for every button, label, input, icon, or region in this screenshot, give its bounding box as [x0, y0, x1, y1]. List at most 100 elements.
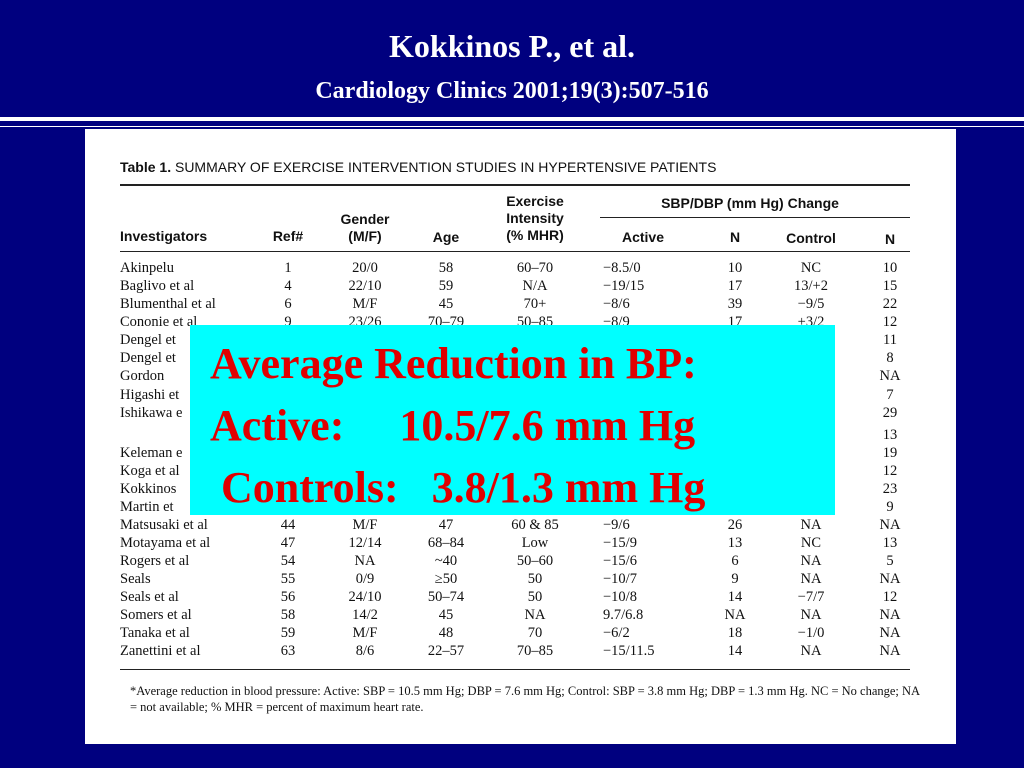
- control-n-cell: 7: [886, 387, 894, 403]
- control-n-cell: NA: [879, 571, 901, 587]
- gender-cell: 14/2: [352, 607, 378, 623]
- table-row: Ishikawa e 29: [85, 404, 956, 422]
- investigator-cell: Koga et al: [120, 463, 180, 479]
- control-n-cell: NA: [879, 368, 901, 384]
- ref-cell: 1: [284, 260, 292, 276]
- active-change-cell: −15/9: [603, 535, 637, 551]
- table-row: Baglivo et al 4 22/10 59 N/A −19/15 17 13/+2 15: [85, 277, 956, 295]
- investigator-cell: Higashi et: [120, 387, 180, 403]
- table-row: Akinpelu 1 20/0 58 60–70 −8.5/0 10 NC 10: [85, 259, 956, 277]
- ref-cell: 63: [280, 643, 296, 659]
- control-change-cell: NC: [800, 535, 822, 551]
- control-n-cell: 23: [882, 481, 898, 497]
- exercise-cell: 60–70: [516, 260, 554, 276]
- active-change-cell: −8.5/0: [603, 260, 641, 276]
- table-row: Keleman e 19: [85, 444, 956, 462]
- active-n-cell: 6: [731, 553, 739, 569]
- active-change-cell: −15/6: [603, 553, 637, 569]
- table-row: Somers et al 58 14/2 45 NA 9.7/6.8 NA NA NA: [85, 606, 956, 624]
- gender-cell: 0/9: [355, 571, 375, 587]
- investigator-cell: Gordon: [120, 368, 165, 384]
- table-label: Table 1.: [120, 159, 172, 175]
- investigator-cell: Seals et al: [120, 589, 179, 605]
- gender-cell: 24/10: [348, 589, 382, 605]
- age-cell: 50–74: [427, 589, 465, 605]
- age-cell: ~40: [434, 553, 458, 569]
- control-n-cell: NA: [879, 625, 901, 641]
- control-n-cell: 8: [886, 350, 894, 366]
- active-n-cell: 39: [727, 296, 743, 312]
- control-n-cell: 12: [882, 589, 898, 605]
- ref-cell: 6: [284, 296, 292, 312]
- active-change-cell: −9/6: [603, 517, 630, 533]
- active-change-cell: −6/2: [603, 625, 630, 641]
- age-cell: 45: [438, 607, 454, 623]
- age-cell: 45: [438, 296, 454, 312]
- control-n-cell: 22: [882, 296, 898, 312]
- investigator-cell: Tanaka et al: [120, 625, 190, 641]
- header-age: Age: [432, 229, 460, 245]
- active-n-cell: NA: [724, 607, 746, 623]
- investigator-cell: Seals: [120, 571, 151, 587]
- header-n-control: N: [884, 231, 896, 247]
- header-gender: Gender (M/F): [340, 211, 390, 244]
- table-row: Koga et al 12: [85, 462, 956, 480]
- control-n-cell: 13: [882, 427, 898, 443]
- gender-cell: M/F: [352, 625, 378, 641]
- exercise-cell: Low: [521, 535, 549, 551]
- table-row: Motayama et al 47 12/14 68–84 Low −15/9 13 NC 13: [85, 534, 956, 552]
- table-row: Tanaka et al 59 M/F 48 70 −6/2 18 −1/0 NA: [85, 624, 956, 642]
- table-caption: Table 1. SUMMARY OF EXERCISE INTERVENTIO…: [120, 159, 716, 175]
- ref-cell: 59: [280, 625, 296, 641]
- table-top-rule: [120, 184, 910, 186]
- control-change-cell: −9/5: [797, 296, 825, 312]
- table-row: 13: [85, 426, 956, 444]
- control-change-cell: 13/+2: [794, 278, 828, 294]
- table-row: Rogers et al 54 NA ~40 50–60 −15/6 6 NA 5: [85, 552, 956, 570]
- header-bottom-rule: [120, 251, 910, 252]
- exercise-cell: NA: [524, 607, 546, 623]
- table-row: Blumenthal et al 6 M/F 45 70+ −8/6 39 −9/5 22: [85, 295, 956, 313]
- investigator-cell: Motayama et al: [120, 535, 211, 551]
- active-n-cell: 13: [727, 535, 743, 551]
- control-n-cell: 12: [882, 463, 898, 479]
- investigator-cell: Matsusaki et al: [120, 517, 208, 533]
- table-caption-text: SUMMARY OF EXERCISE INTERVENTION STUDIES…: [174, 159, 717, 175]
- control-n-cell: NA: [879, 517, 901, 533]
- investigator-cell: Kokkinos: [120, 481, 177, 497]
- ref-cell: 55: [280, 571, 296, 587]
- investigator-cell: Dengel et: [120, 350, 176, 366]
- control-change-cell: NA: [800, 643, 822, 659]
- header-n-active: N: [729, 229, 741, 245]
- age-cell: 48: [438, 625, 454, 641]
- table-row: Matsusaki et al 44 M/F 47 60 & 85 −9/6 26 NA NA: [85, 516, 956, 534]
- control-n-cell: 15: [882, 278, 898, 294]
- table-row: Kokkinos 23: [85, 480, 956, 498]
- ref-cell: 9: [284, 314, 292, 330]
- control-n-cell: 12: [882, 314, 898, 330]
- active-change-cell: −15/11.5: [603, 643, 655, 659]
- gender-cell: M/F: [352, 296, 378, 312]
- table-row: Higashi et 7: [85, 386, 956, 404]
- gender-cell: 12/14: [348, 535, 382, 551]
- header-change-group: SBP/DBP (mm Hg) Change: [661, 195, 839, 211]
- exercise-cell: 50: [527, 589, 543, 605]
- investigator-cell: Somers et al: [120, 607, 192, 623]
- exercise-cell: N/A: [522, 278, 548, 294]
- investigator-cell: Ishikawa e: [120, 405, 183, 421]
- age-cell: 59: [438, 278, 454, 294]
- active-change-cell: −8/6: [603, 296, 630, 312]
- control-n-cell: NA: [879, 643, 901, 659]
- control-n-cell: 9: [886, 499, 894, 515]
- control-change-cell: −7/7: [797, 589, 825, 605]
- investigator-cell: Baglivo et al: [120, 278, 195, 294]
- gender-cell: NA: [354, 553, 376, 569]
- ref-cell: 47: [280, 535, 296, 551]
- gender-cell: M/F: [352, 517, 378, 533]
- investigator-cell: Martin et: [120, 499, 174, 515]
- slide-title: Kokkinos P., et al.: [389, 28, 635, 64]
- ref-cell: 44: [280, 517, 296, 533]
- exercise-cell: 70: [527, 625, 543, 641]
- ref-cell: 4: [284, 278, 292, 294]
- ref-cell: 56: [280, 589, 296, 605]
